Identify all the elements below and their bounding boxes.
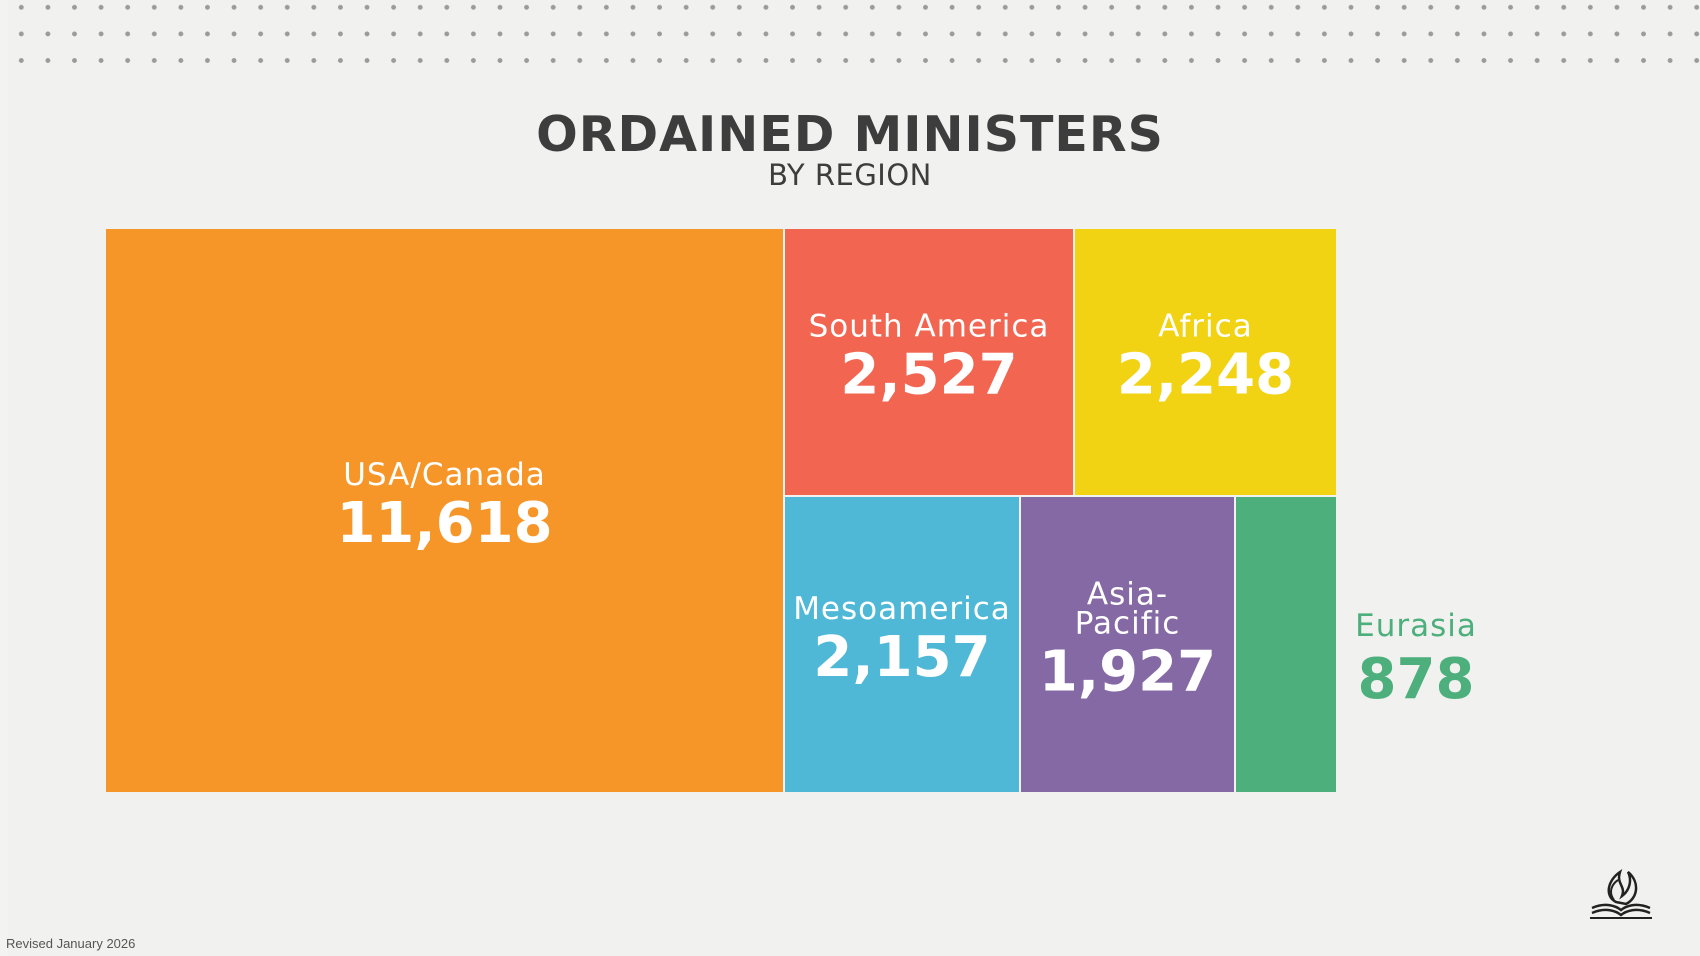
treemap-rect-usa-canada (106, 229, 783, 792)
chart-subtitle: BY REGION (768, 158, 932, 192)
region-value-mesoamerica: 2,157 (813, 625, 990, 690)
treemap-rect-mesoamerica (785, 497, 1019, 792)
region-label-africa: Africa (1158, 309, 1252, 345)
treemap-rect-africa (1075, 229, 1336, 495)
region-label-eurasia: Eurasia (1355, 608, 1477, 644)
region-label-mesoamerica: Mesoamerica (793, 591, 1011, 627)
treemap-rect-asia-pacific (1021, 497, 1234, 792)
region-value-asia-pacific: 1,927 (1039, 640, 1216, 705)
treemap-rect-eurasia (1236, 497, 1336, 792)
revision-note: Revised January 2026 (6, 936, 136, 951)
region-label-asia-pacific-line2: Pacific (1075, 606, 1181, 642)
church-flame-logo-icon (1590, 868, 1652, 919)
treemap-rect-south-america (785, 229, 1073, 495)
region-label-south-america: South America (809, 309, 1050, 345)
region-value-usa-canada: 11,618 (336, 491, 552, 556)
chart-title: ORDAINED MINISTERS (536, 106, 1164, 163)
region-value-africa: 2,248 (1117, 343, 1294, 408)
region-label-asia-pacific-line1: Asia- (1087, 577, 1168, 613)
region-value-south-america: 2,527 (840, 343, 1017, 408)
region-label-usa-canada: USA/Canada (343, 457, 546, 493)
region-value-eurasia: 878 (1358, 647, 1475, 712)
dot-pattern-decoration (8, 0, 1700, 70)
